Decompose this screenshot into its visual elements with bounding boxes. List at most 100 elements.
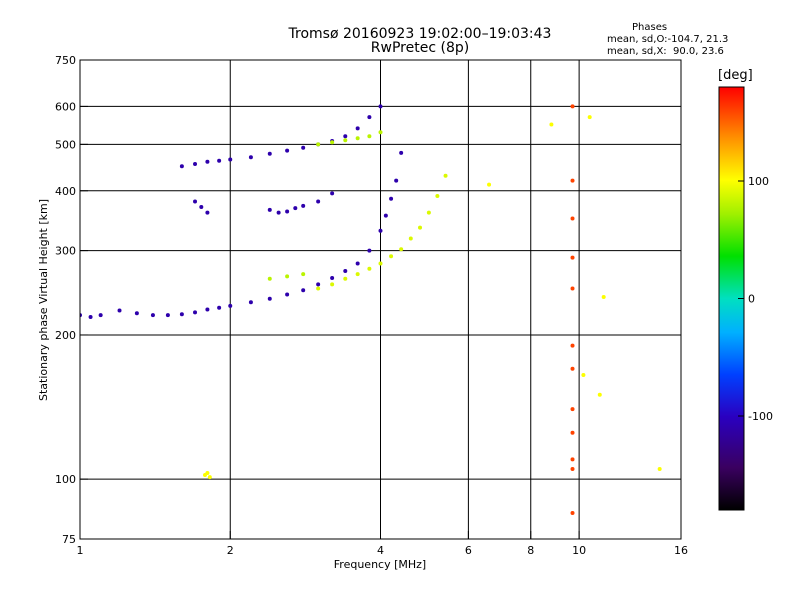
data-point	[193, 310, 198, 315]
data-point	[394, 178, 399, 183]
x-tick-label: 4	[377, 544, 384, 557]
data-point	[228, 157, 233, 162]
data-point	[179, 164, 184, 169]
data-point	[267, 296, 272, 301]
data-point	[367, 248, 372, 253]
x-tick-label: 2	[227, 544, 234, 557]
data-point	[150, 313, 155, 318]
data-point	[316, 286, 321, 291]
data-point	[330, 275, 335, 280]
data-point	[355, 136, 360, 141]
data-point	[408, 236, 413, 241]
phase-mean-x: mean, sd,X: 90.0, 23.6	[607, 46, 724, 57]
y-tick-label: 750	[55, 54, 76, 67]
phases-label: Phases	[632, 22, 668, 33]
data-point	[597, 392, 602, 397]
data-point	[285, 148, 290, 153]
data-point	[248, 155, 253, 160]
data-point	[570, 255, 575, 260]
chart-subtitle: RwPretec (8p)	[370, 40, 470, 56]
data-point	[248, 300, 253, 305]
data-point	[193, 161, 198, 166]
y-tick-label: 75	[62, 533, 76, 546]
data-point	[207, 475, 212, 480]
data-point	[581, 372, 586, 377]
y-tick-label: 400	[55, 185, 76, 198]
colorbar-unit-label: [deg]	[718, 68, 753, 83]
data-point	[285, 292, 290, 297]
y-tick-label: 500	[55, 138, 76, 151]
data-point	[343, 138, 348, 143]
data-point	[330, 191, 335, 196]
data-point	[301, 145, 306, 150]
data-point	[601, 295, 606, 300]
data-point	[378, 261, 383, 266]
x-tick-label: 8	[527, 544, 534, 557]
data-point	[570, 216, 575, 221]
x-tick-label: 6	[465, 544, 472, 557]
data-point	[378, 104, 383, 109]
data-point	[418, 225, 423, 230]
data-point	[343, 276, 348, 281]
data-point	[134, 311, 139, 316]
data-point	[199, 204, 204, 209]
data-point	[570, 343, 575, 348]
data-point	[570, 510, 575, 515]
data-point	[117, 308, 122, 313]
data-point	[389, 254, 394, 259]
data-point	[443, 173, 448, 178]
data-point	[301, 203, 306, 208]
data-point	[316, 282, 321, 287]
y-axis-label: Stationary phase Virtual Height [km]	[37, 199, 50, 401]
data-point	[383, 213, 388, 218]
data-point	[378, 228, 383, 233]
data-point	[367, 266, 372, 271]
data-point	[165, 313, 170, 318]
y-tick-label: 600	[55, 100, 76, 113]
data-point	[570, 366, 575, 371]
data-point	[570, 104, 575, 109]
data-point	[228, 303, 233, 308]
data-point	[301, 272, 306, 277]
data-point	[570, 286, 575, 291]
data-point	[267, 151, 272, 156]
y-tick-label: 300	[55, 245, 76, 258]
data-point	[355, 261, 360, 266]
data-point	[570, 430, 575, 435]
data-point	[193, 199, 198, 204]
data-point	[301, 288, 306, 293]
data-point	[330, 140, 335, 145]
data-point	[316, 142, 321, 147]
data-point	[202, 473, 207, 478]
data-point	[389, 196, 394, 201]
data-point	[217, 158, 222, 163]
data-point	[570, 178, 575, 183]
data-point	[355, 126, 360, 131]
data-point	[205, 307, 210, 312]
data-point	[88, 315, 93, 320]
data-point	[570, 467, 575, 472]
data-point	[367, 115, 372, 120]
x-tick-label: 16	[674, 544, 688, 557]
data-point	[293, 206, 298, 211]
data-point	[435, 194, 440, 199]
x-tick-label: 10	[572, 544, 586, 557]
data-point	[587, 115, 592, 120]
data-point	[487, 182, 492, 187]
data-point	[378, 130, 383, 135]
colorbar-tick-label: -100	[748, 410, 773, 423]
x-tick-label: 1	[77, 544, 84, 557]
data-point	[316, 199, 321, 204]
data-point	[205, 210, 210, 215]
data-point	[267, 207, 272, 212]
data-point	[549, 122, 554, 127]
colorbar-tick-label: 100	[748, 175, 769, 188]
data-point	[355, 272, 360, 277]
data-point	[276, 210, 281, 215]
data-point	[343, 268, 348, 273]
phase-mean-o: mean, sd,O:-104.7, 21.3	[607, 34, 729, 45]
data-point	[205, 159, 210, 164]
data-point	[267, 276, 272, 281]
data-point	[399, 150, 404, 155]
